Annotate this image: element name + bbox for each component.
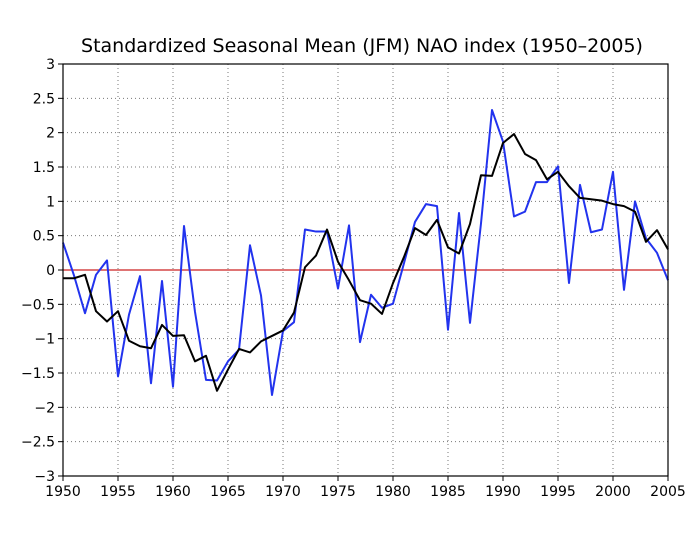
x-tick-label: 1950 (45, 484, 81, 500)
y-tick-label: −2 (34, 400, 55, 416)
x-tick-label: 1970 (265, 484, 301, 500)
y-tick-label: 0 (46, 263, 55, 279)
x-tick-label: 1980 (375, 484, 411, 500)
chart-title: Standardized Seasonal Mean (JFM) NAO ind… (81, 35, 643, 57)
grid-lines (63, 64, 668, 476)
x-tick-label: 1960 (155, 484, 191, 500)
y-tick-label: 2 (46, 126, 55, 142)
x-tick-label: 1995 (540, 484, 576, 500)
x-tick-label: 1985 (430, 484, 466, 500)
y-tick-label: 0.5 (33, 229, 55, 245)
axis-ticks: 1950 1955 1960 1965 1970 1975 1980 1985 1990 1995… (21, 57, 686, 500)
y-tick-label: 1.5 (33, 160, 55, 176)
y-tick-label: −3 (34, 469, 55, 485)
y-tick-label: 3 (46, 57, 55, 73)
y-tick-label: −0.5 (21, 297, 55, 313)
x-tick-label: 2000 (595, 484, 631, 500)
series-lines (62, 109, 669, 396)
x-tick-label: 1955 (100, 484, 136, 500)
y-tick-label: −1 (34, 332, 55, 348)
y-tick-label: −2.5 (21, 435, 55, 451)
x-tick-label: 1965 (210, 484, 246, 500)
x-tick-label: 1975 (320, 484, 356, 500)
x-tick-label: 2005 (650, 484, 686, 500)
x-tick-label: 1990 (485, 484, 521, 500)
y-tick-label: 2.5 (33, 91, 55, 107)
y-tick-label: −1.5 (21, 366, 55, 382)
y-tick-label: 1 (46, 194, 55, 210)
series-line-2 (63, 133, 669, 392)
series-line-1 (62, 109, 669, 396)
